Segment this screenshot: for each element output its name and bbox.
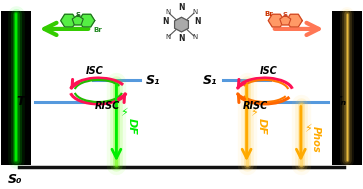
- Polygon shape: [175, 17, 188, 32]
- Bar: [331, 11, 362, 165]
- Text: N: N: [193, 9, 198, 15]
- Text: RISC: RISC: [95, 101, 120, 111]
- Text: N: N: [178, 3, 185, 12]
- Text: N: N: [162, 17, 168, 26]
- Text: ⚡: ⚡: [305, 124, 312, 134]
- Text: Br: Br: [93, 27, 102, 33]
- Polygon shape: [61, 14, 77, 27]
- Text: N: N: [178, 34, 185, 43]
- Text: Phos: Phos: [311, 126, 321, 153]
- Text: RISC: RISC: [243, 101, 268, 111]
- Text: DF: DF: [257, 118, 267, 135]
- Polygon shape: [79, 14, 95, 27]
- Text: S₁: S₁: [203, 74, 218, 87]
- Text: S: S: [283, 12, 288, 18]
- Text: ⚡: ⚡: [120, 108, 128, 119]
- Text: Br: Br: [265, 11, 273, 17]
- Polygon shape: [280, 15, 291, 25]
- Text: N: N: [195, 17, 201, 26]
- Polygon shape: [268, 14, 284, 27]
- Text: S₀: S₀: [8, 173, 23, 186]
- Text: S: S: [75, 12, 80, 18]
- Text: N: N: [165, 34, 170, 40]
- Text: N: N: [193, 34, 198, 40]
- Text: ISC: ISC: [260, 66, 277, 76]
- Text: ISC: ISC: [86, 66, 103, 76]
- Text: Tₙ: Tₙ: [16, 95, 31, 108]
- Text: ⚡: ⚡: [250, 108, 258, 119]
- Text: DF: DF: [127, 118, 136, 135]
- Text: N: N: [165, 9, 170, 15]
- Text: S₁: S₁: [145, 74, 160, 87]
- Polygon shape: [72, 15, 83, 25]
- Text: Tₙ: Tₙ: [332, 95, 347, 108]
- Bar: [1, 11, 32, 165]
- Polygon shape: [286, 14, 302, 27]
